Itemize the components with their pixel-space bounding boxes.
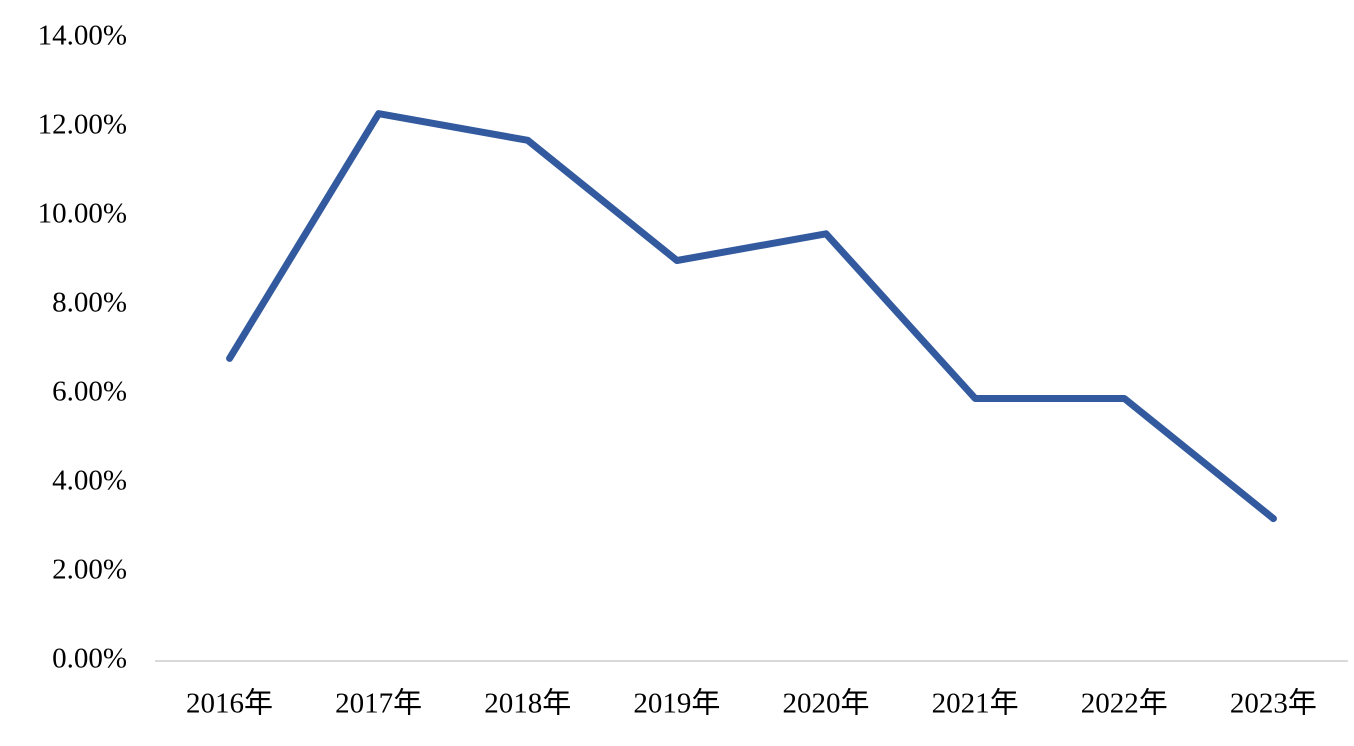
y-tick-label: 0.00% <box>52 643 127 675</box>
x-tick-label: 2022年 <box>1081 687 1168 720</box>
y-tick-label: 10.00% <box>38 198 127 230</box>
y-tick-label: 4.00% <box>52 465 127 497</box>
x-tick-label: 2018年 <box>484 687 571 720</box>
y-tick-label: 14.00% <box>38 20 127 52</box>
x-tick-label: 2020年 <box>783 687 870 720</box>
x-tick-label: 2016年 <box>186 687 273 720</box>
x-tick-label: 2019年 <box>633 687 720 720</box>
data-line <box>226 110 1277 523</box>
x-tick-label: 2023年 <box>1230 687 1317 720</box>
y-tick-label: 8.00% <box>52 287 127 319</box>
x-tick-label: 2021年 <box>932 687 1019 720</box>
y-tick-label: 12.00% <box>38 109 127 141</box>
y-tick-label: 2.00% <box>52 554 127 586</box>
x-tick-label: 2017年 <box>335 687 422 720</box>
y-tick-label: 6.00% <box>52 376 127 408</box>
